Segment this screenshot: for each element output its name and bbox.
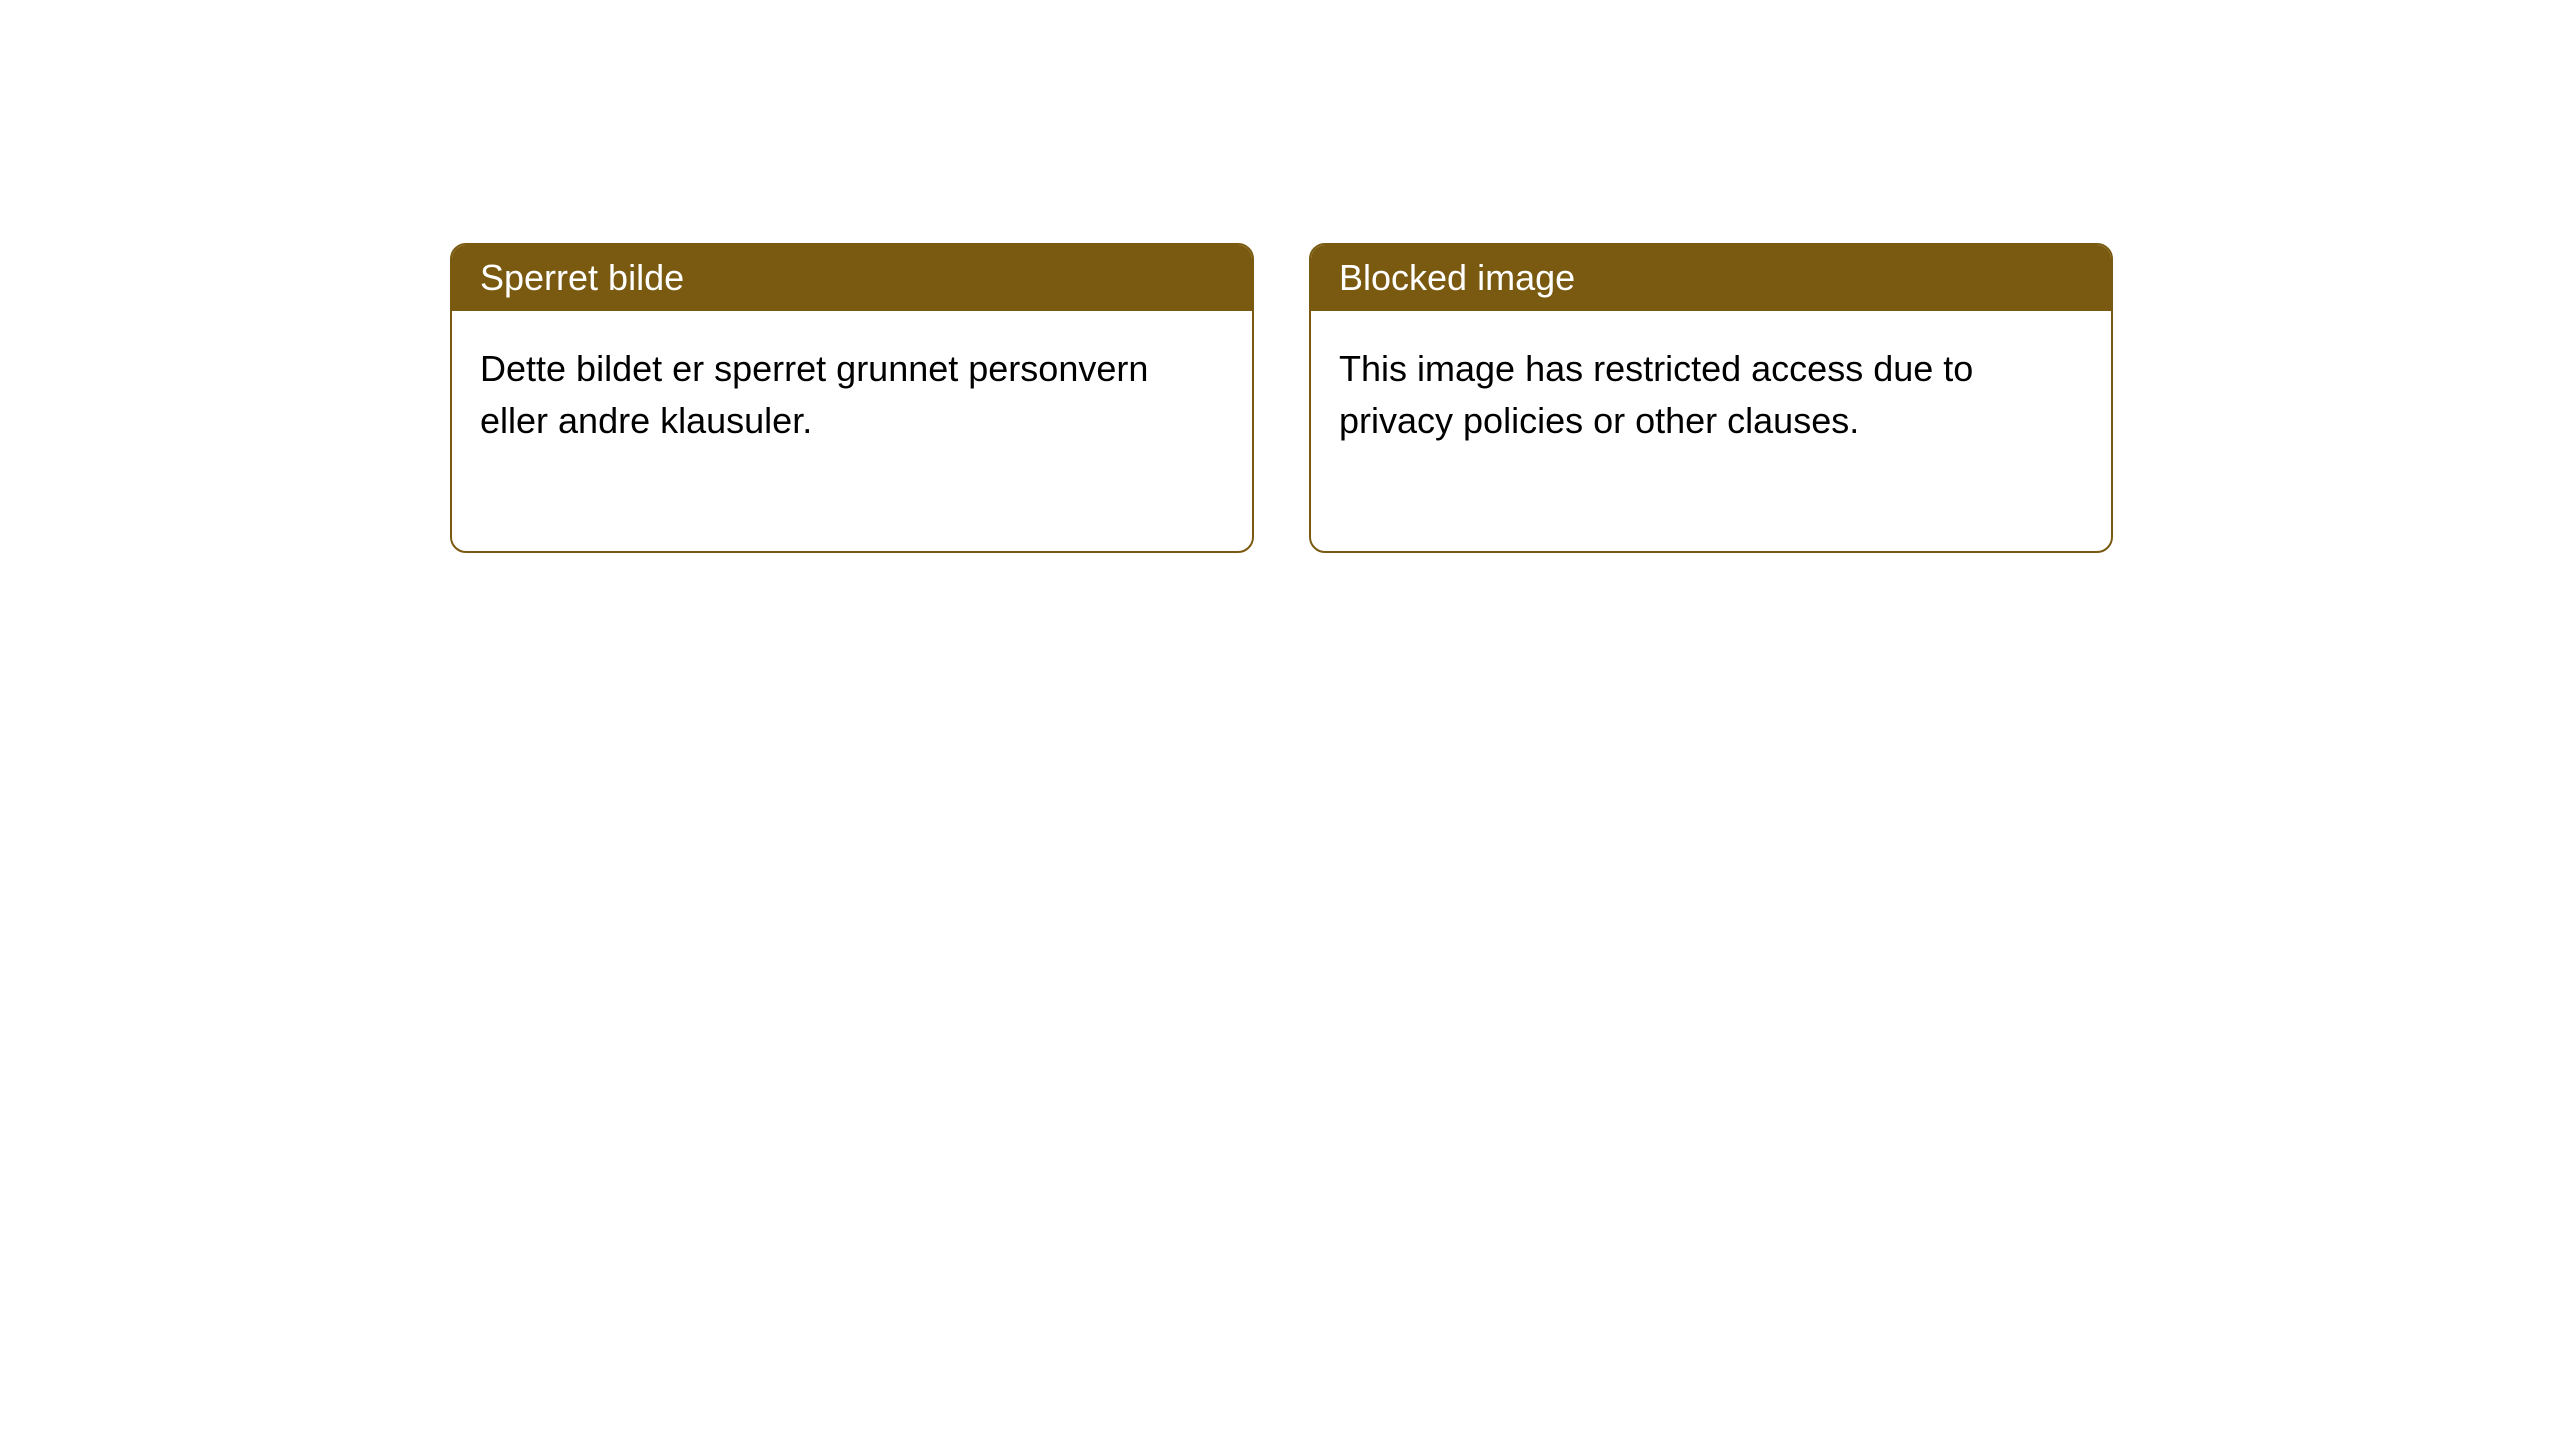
notice-body-norwegian: Dette bildet er sperret grunnet personve… [452,311,1252,551]
notice-body-english: This image has restricted access due to … [1311,311,2111,551]
notice-card-norwegian: Sperret bilde Dette bildet er sperret gr… [450,243,1254,553]
notice-header-english: Blocked image [1311,245,2111,311]
notice-header-norwegian: Sperret bilde [452,245,1252,311]
notice-card-english: Blocked image This image has restricted … [1309,243,2113,553]
notice-container: Sperret bilde Dette bildet er sperret gr… [450,243,2113,553]
